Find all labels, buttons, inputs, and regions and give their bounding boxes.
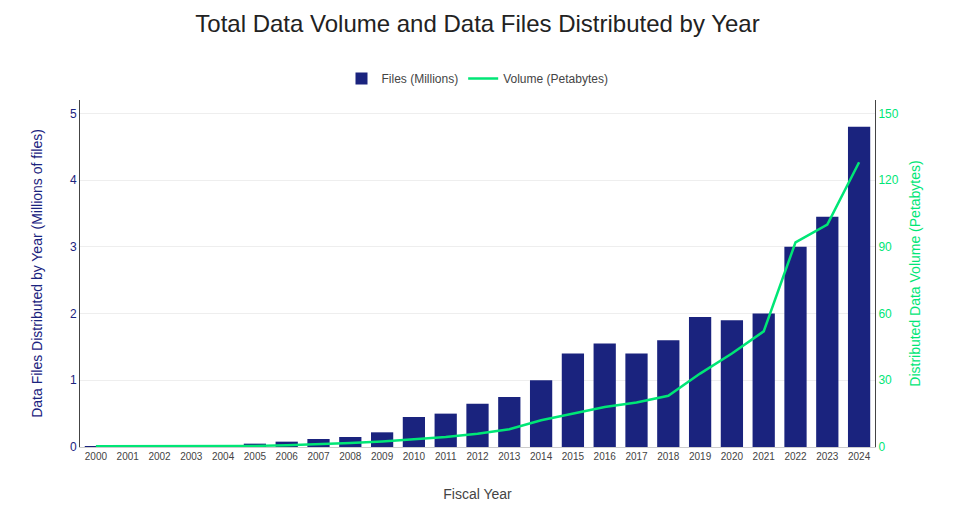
svg-text:2002: 2002 [148, 451, 171, 462]
svg-text:2: 2 [70, 307, 77, 321]
svg-text:2018: 2018 [657, 451, 680, 462]
svg-text:2000: 2000 [85, 451, 108, 462]
svg-text:2006: 2006 [276, 451, 299, 462]
svg-text:2022: 2022 [784, 451, 807, 462]
svg-text:0: 0 [70, 440, 77, 454]
svg-text:Files (Millions): Files (Millions) [382, 72, 459, 86]
svg-text:2016: 2016 [594, 451, 617, 462]
svg-text:2017: 2017 [625, 451, 648, 462]
svg-text:0: 0 [878, 440, 885, 454]
svg-text:5: 5 [70, 107, 77, 121]
svg-text:150: 150 [878, 107, 898, 121]
svg-text:30: 30 [878, 373, 892, 387]
svg-text:4: 4 [70, 173, 77, 187]
svg-text:Fiscal Year: Fiscal Year [443, 486, 512, 502]
svg-text:Volume (Petabytes): Volume (Petabytes) [503, 72, 608, 86]
svg-text:2004: 2004 [212, 451, 235, 462]
svg-text:2003: 2003 [180, 451, 203, 462]
svg-text:Data Files Distributed by Year: Data Files Distributed by Year (Millions… [29, 129, 45, 418]
svg-text:2010: 2010 [403, 451, 426, 462]
svg-text:3: 3 [70, 240, 77, 254]
svg-text:90: 90 [878, 240, 892, 254]
svg-text:2013: 2013 [498, 451, 521, 462]
svg-text:Distributed Data Volume (Petab: Distributed Data Volume (Petabytes) [907, 160, 923, 386]
svg-text:2012: 2012 [466, 451, 489, 462]
svg-text:2021: 2021 [753, 451, 776, 462]
svg-text:2009: 2009 [371, 451, 394, 462]
svg-text:2015: 2015 [562, 451, 585, 462]
svg-text:60: 60 [878, 307, 892, 321]
svg-text:2020: 2020 [721, 451, 744, 462]
svg-text:2008: 2008 [339, 451, 362, 462]
svg-text:2005: 2005 [244, 451, 267, 462]
svg-text:2023: 2023 [816, 451, 839, 462]
svg-text:2011: 2011 [435, 451, 457, 462]
svg-text:2001: 2001 [117, 451, 140, 462]
svg-text:2019: 2019 [689, 451, 712, 462]
svg-text:Total Data Volume and Data Fil: Total Data Volume and Data Files Distrib… [195, 10, 759, 37]
svg-text:2014: 2014 [530, 451, 553, 462]
svg-text:120: 120 [878, 173, 898, 187]
svg-text:2007: 2007 [307, 451, 330, 462]
svg-text:2024: 2024 [848, 451, 871, 462]
svg-text:1: 1 [70, 373, 77, 387]
